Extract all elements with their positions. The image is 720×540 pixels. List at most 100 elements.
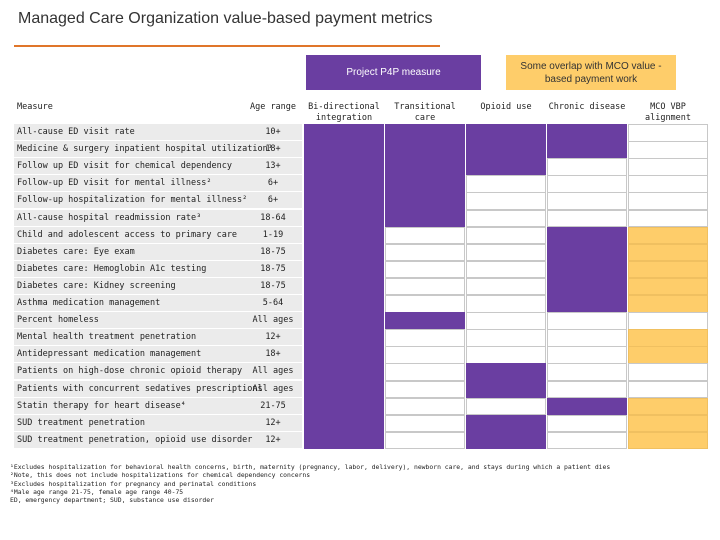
table-row-background (14, 414, 302, 431)
footnote: ED, emergency department; SUD, substance… (10, 496, 214, 505)
footnote: ⁴Male age range 21-75, female age range … (10, 487, 184, 496)
row-measure: SUD treatment penetration, opioid use di… (17, 434, 253, 445)
matrix-cell (304, 226, 384, 245)
matrix-cell (628, 141, 708, 159)
row-measure: Percent homeless (17, 315, 99, 326)
matrix-cell (304, 277, 384, 296)
matrix-cell (304, 414, 384, 433)
matrix-cell (304, 192, 384, 210)
header-mco-vbp-alignment: MCO VBP alignment (644, 102, 692, 123)
row-age-range: 18-75 (260, 280, 286, 291)
matrix-cell (466, 363, 546, 381)
matrix-cell (466, 346, 546, 364)
matrix-cell (547, 363, 627, 381)
table-row-background (14, 346, 302, 363)
matrix-cell (466, 431, 546, 450)
footnote: ²Note, this does not include hospitaliza… (10, 471, 311, 480)
header-age-range: Age range (249, 102, 297, 112)
row-measure: Statin therapy for heart disease⁴ (17, 400, 186, 411)
table-row-background (14, 158, 302, 175)
matrix-cell (628, 192, 708, 210)
row-age-range: 18-75 (260, 263, 286, 274)
matrix-cell (547, 295, 627, 313)
footnote: ¹Excludes hospitalization for behavioral… (10, 463, 611, 471)
matrix-cell (304, 158, 384, 176)
table-row-background (14, 226, 302, 243)
row-age-range: 18-64 (260, 212, 286, 223)
row-measure: Follow up ED visit for chemical dependen… (17, 161, 232, 172)
matrix-cell (466, 295, 546, 313)
matrix-cell (628, 124, 708, 142)
matrix-cell (547, 226, 627, 245)
matrix-cell (466, 226, 546, 245)
matrix-cell (304, 329, 384, 347)
row-measure: Medicine & surgery inpatient hospital ut… (17, 144, 273, 155)
matrix-cell (547, 277, 627, 296)
matrix-cell (304, 141, 384, 159)
matrix-cell (304, 209, 384, 228)
matrix-cell (466, 260, 546, 279)
matrix-cell (547, 329, 627, 347)
matrix-cell (628, 431, 708, 450)
matrix-cell (385, 363, 465, 381)
matrix-cell (547, 414, 627, 433)
table-row-background (14, 192, 302, 209)
matrix-cell (466, 397, 546, 416)
row-age-range: 12+ (265, 417, 281, 428)
row-age-range: 18-75 (260, 246, 286, 257)
matrix-cell (304, 175, 384, 193)
row-age-range: 18+ (265, 144, 281, 155)
matrix-cell (547, 243, 627, 262)
matrix-cell (547, 124, 627, 142)
row-age-range: 5-64 (262, 298, 284, 308)
matrix-cell (628, 260, 708, 279)
matrix-cell (385, 397, 465, 416)
matrix-cell (304, 363, 384, 381)
table-row-background (14, 124, 302, 140)
table-row-background (14, 329, 302, 346)
header-chronic-disease: Chronic disease (548, 102, 626, 112)
matrix-cell (304, 243, 384, 262)
matrix-cell (547, 380, 627, 399)
matrix-cell (628, 243, 708, 262)
matrix-cell (466, 141, 546, 159)
row-age-range: 6+ (267, 195, 279, 206)
table-row-background (14, 295, 302, 311)
row-measure: Child and adolescent access to primary c… (17, 229, 238, 240)
footnote: ³Excludes hospitalization for pregnancy … (10, 479, 257, 488)
matrix-cell (466, 329, 546, 347)
table-row-background (14, 277, 302, 294)
matrix-cell (628, 414, 708, 433)
matrix-cell (547, 175, 627, 193)
matrix-cell (385, 414, 465, 433)
matrix-cell (628, 329, 708, 347)
matrix-cell (547, 158, 627, 176)
matrix-cell (547, 397, 627, 416)
matrix-cell (547, 431, 627, 450)
legend-mco-overlap: Some overlap with MCO value -based payme… (506, 55, 676, 90)
matrix-cell (304, 397, 384, 416)
table-row-background (14, 175, 302, 192)
row-measure: Diabetes care: Eye exam (17, 246, 135, 257)
matrix-cell (547, 346, 627, 364)
matrix-cell (385, 243, 465, 262)
row-age-range: All ages (252, 383, 294, 394)
matrix-cell (385, 209, 465, 228)
matrix-cell (385, 295, 465, 313)
table-row-background (14, 243, 302, 260)
row-measure: Diabetes care: Hemoglobin A1c testing (17, 263, 207, 274)
matrix-cell (628, 380, 708, 399)
matrix-cell (466, 175, 546, 193)
row-age-range: 12+ (265, 434, 281, 445)
header-measure: Measure (17, 102, 53, 112)
matrix-cell (466, 380, 546, 399)
table-row-background (14, 363, 302, 380)
row-age-range: 13+ (265, 161, 281, 172)
page-title: Managed Care Organization value-based pa… (18, 10, 433, 27)
matrix-cell (628, 277, 708, 296)
matrix-cell (385, 141, 465, 159)
matrix-cell (628, 226, 708, 245)
matrix-cell (466, 209, 546, 228)
table-row-background (14, 260, 302, 277)
matrix-cell (385, 431, 465, 450)
